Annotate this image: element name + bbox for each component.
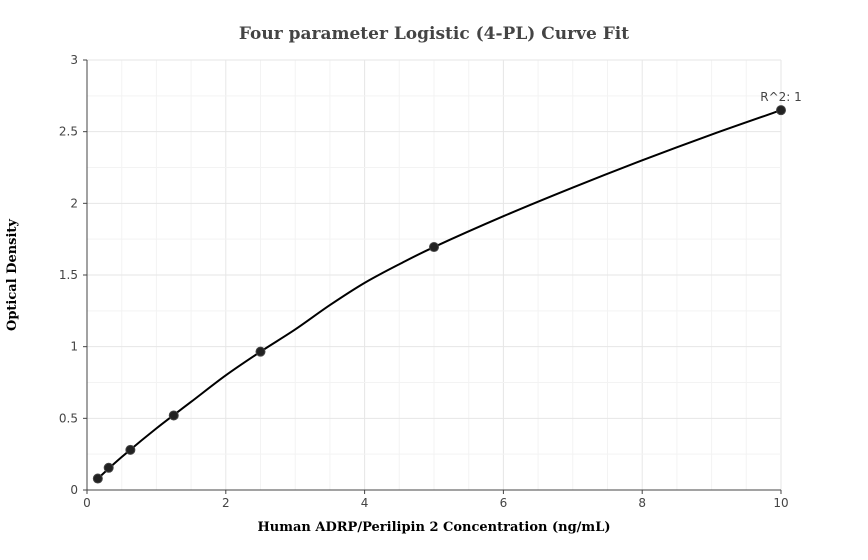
x-tick-label: 2	[222, 496, 230, 510]
x-tick-label: 8	[638, 496, 646, 510]
data-point	[103, 462, 114, 473]
x-tick-label: 0	[83, 496, 91, 510]
axes	[83, 59, 782, 494]
data-point	[168, 410, 179, 421]
y-tick-label: 0	[70, 483, 78, 497]
data-point	[776, 105, 786, 116]
x-tick-label: 6	[500, 496, 508, 510]
x-tick-label: 4	[361, 496, 369, 510]
y-tick-label: 3	[70, 53, 78, 67]
y-tick-label: 1	[70, 340, 78, 354]
data-point	[429, 242, 439, 253]
y-tick-label: 1.5	[59, 268, 78, 282]
y-tick-labels: 0 0.5 1 1.5 2 2.5 3	[59, 53, 78, 497]
grid	[86, 59, 782, 491]
chart-title: Four parameter Logistic (4-PL) Curve Fit	[239, 24, 629, 44]
x-axis-title: Human ADRP/Perilipin 2 Concentration (ng…	[258, 520, 611, 535]
x-tick-label: 10	[773, 496, 788, 510]
data-point	[92, 473, 103, 484]
y-axis-title: Optical Density	[5, 219, 20, 331]
data-point	[255, 346, 266, 357]
data-points	[92, 105, 786, 484]
y-tick-label: 2	[70, 196, 78, 210]
r-squared-annotation: R^2: 1	[760, 90, 802, 104]
x-tick-labels: 0 2 4 6 8 10	[83, 496, 788, 510]
fit-curve-line	[97, 109, 782, 480]
data-point	[125, 444, 136, 455]
y-tick-label: 2.5	[59, 125, 78, 139]
y-tick-label: 0.5	[59, 411, 78, 425]
